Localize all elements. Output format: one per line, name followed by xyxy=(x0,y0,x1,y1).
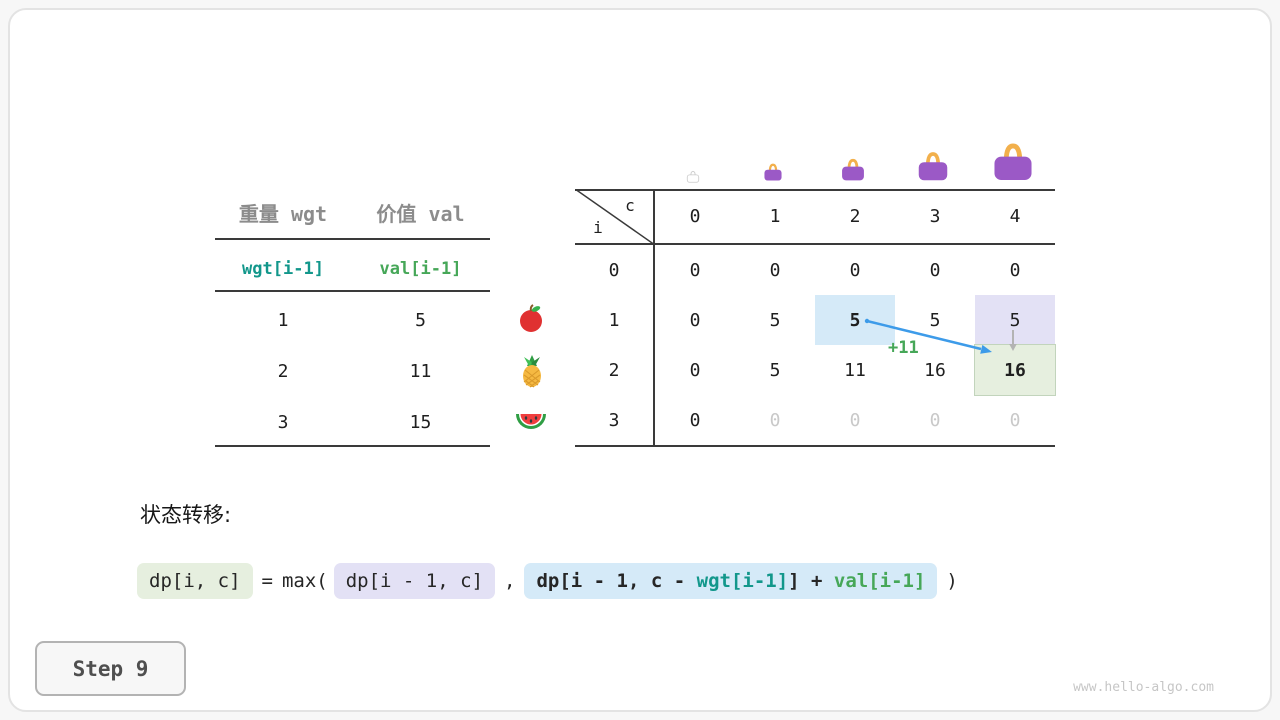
bag-xlarge-icon xyxy=(991,142,1035,181)
dp-table-header-divider xyxy=(575,243,1055,245)
dp-row-labels: 0 1 2 3 xyxy=(575,245,653,445)
dp-col-header-4: 4 xyxy=(1009,205,1021,227)
state-transition-heading: 状态转移: xyxy=(140,503,232,527)
bag-medium-icon xyxy=(840,158,866,181)
dp-row-label-2: 2 xyxy=(608,359,620,381)
dp-cell-r2-c0: 0 xyxy=(689,359,701,381)
items-val-2: 15 xyxy=(409,411,432,433)
dp-row-label-1: 1 xyxy=(608,309,620,331)
dp-table-vertical-divider xyxy=(653,189,655,447)
dp-row-label-0: 0 xyxy=(608,259,620,281)
dp-cell-r2-c3: 16 xyxy=(924,359,946,381)
state-transition-formula: dp[i, c] = max( dp[i - 1, c] , dp[i - 1,… xyxy=(137,561,967,601)
items-index-wgt: wgt[i-1] xyxy=(242,259,324,279)
step-badge: Step 9 xyxy=(35,641,186,696)
items-wgt-2: 3 xyxy=(277,411,289,433)
bag-large-icon xyxy=(916,151,950,181)
items-header-weight: 重量 wgt xyxy=(238,201,328,226)
formula-comma: , xyxy=(504,570,516,592)
watermark: www.hello-algo.com xyxy=(1073,680,1214,695)
dp-cell-r3-c4: 0 xyxy=(1009,409,1021,431)
dp-cell-r2-c1: 5 xyxy=(769,359,781,381)
dp-cell-r0-c0: 0 xyxy=(689,259,701,281)
watermelon-icon xyxy=(514,408,548,434)
items-index-val: val[i-1] xyxy=(379,259,462,279)
dp-cell-r0-c1: 0 xyxy=(769,259,781,281)
dp-table-top-border xyxy=(575,189,1055,191)
dp-cell-r3-c0: 0 xyxy=(689,409,701,431)
items-wgt-0: 1 xyxy=(277,309,289,331)
items-table-index-divider xyxy=(215,290,490,292)
dp-row-label-3: 3 xyxy=(608,409,620,431)
items-table-header-divider xyxy=(215,238,490,240)
dp-cell-r0-c3: 0 xyxy=(929,259,941,281)
items-wgt-1: 2 xyxy=(277,360,289,382)
dp-corner-col-var: c xyxy=(625,195,635,215)
dp-cell-r0-c2: 0 xyxy=(849,259,861,281)
dp-cell-r2-c2: 11 xyxy=(844,359,866,381)
dp-cell-r1-c2: 5 xyxy=(815,295,895,345)
apple-icon xyxy=(516,304,546,334)
dp-cell-r0-c4: 0 xyxy=(1009,259,1021,281)
formula-arg2: dp[i - 1, c - wgt[i-1]] + val[i-1] xyxy=(524,563,938,599)
dp-cell-r3-c2: 0 xyxy=(849,409,861,431)
dp-col-header-0: 0 xyxy=(689,205,701,227)
dp-cell-r3-c1: 0 xyxy=(769,409,781,431)
dp-col-header-1: 1 xyxy=(769,205,781,227)
formula-close-paren: ) xyxy=(946,570,958,592)
bag-small-icon xyxy=(763,163,783,181)
formula-arg2-val: val[i-1] xyxy=(833,570,926,592)
dp-corner-diagonal xyxy=(575,189,655,245)
dp-cell-r1-c1: 5 xyxy=(769,309,781,331)
bag-outline-icon xyxy=(686,168,700,183)
formula-arg2-prefix: dp[i - 1, c - xyxy=(536,570,697,592)
transition-add-value-label: +11 xyxy=(888,338,919,358)
items-header-value: 价值 val xyxy=(376,201,465,226)
dp-cell-r2-c4: 16 xyxy=(974,344,1056,396)
formula-arg2-mid: ] + xyxy=(788,570,834,592)
dp-corner-row-var: i xyxy=(593,217,603,237)
dp-table-bottom-border xyxy=(575,445,1055,447)
formula-max-open: max( xyxy=(281,570,328,592)
formula-equals: = xyxy=(261,570,273,592)
formula-lhs: dp[i, c] xyxy=(137,563,253,599)
formula-arg1: dp[i - 1, c] xyxy=(333,563,496,599)
dp-col-header-2: 2 xyxy=(849,205,861,227)
dp-cells: 0 0 0 0 0 0 5 5 5 5 0 5 11 16 16 0 0 0 0… xyxy=(655,245,1056,445)
dp-cell-r1-c4: 5 xyxy=(975,295,1055,345)
dp-col-headers: 0 1 2 3 4 xyxy=(655,189,1055,243)
items-val-0: 5 xyxy=(415,309,426,331)
items-table-bottom-divider xyxy=(215,445,490,447)
dp-cell-r3-c3: 0 xyxy=(929,409,941,431)
pineapple-icon xyxy=(517,354,547,388)
items-val-1: 11 xyxy=(409,360,432,382)
dp-cell-r1-c0: 0 xyxy=(689,309,701,331)
formula-arg2-wgt: wgt[i-1] xyxy=(696,570,789,592)
dp-col-header-3: 3 xyxy=(929,205,941,227)
